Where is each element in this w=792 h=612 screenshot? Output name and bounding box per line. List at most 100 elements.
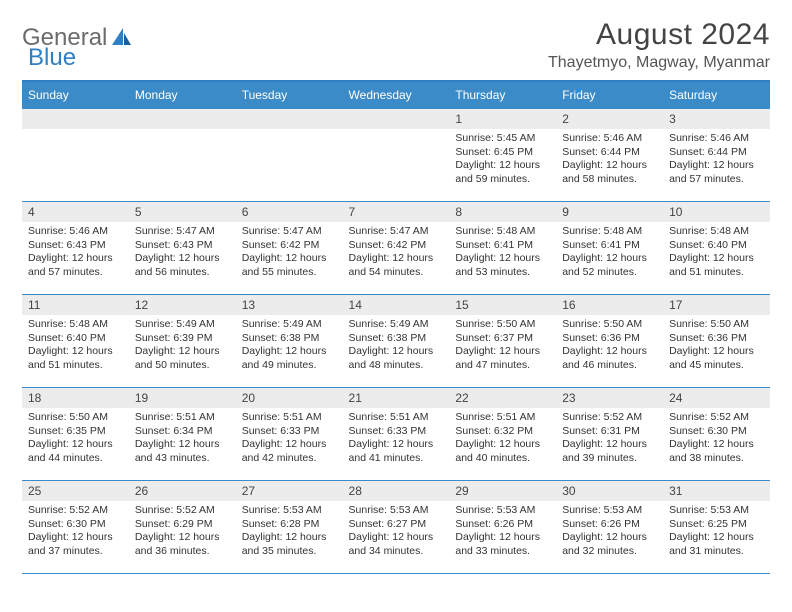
weekday-header: Monday [129,81,236,109]
day-details: Sunrise: 5:51 AMSunset: 6:33 PMDaylight:… [236,408,343,470]
day-number: 30 [556,481,663,501]
day-number: 21 [343,388,450,408]
calendar-cell: 15Sunrise: 5:50 AMSunset: 6:37 PMDayligh… [449,295,556,388]
calendar-cell: 13Sunrise: 5:49 AMSunset: 6:38 PMDayligh… [236,295,343,388]
day-number: 22 [449,388,556,408]
weekday-header: Wednesday [343,81,450,109]
day-number: 24 [663,388,770,408]
calendar-cell: 18Sunrise: 5:50 AMSunset: 6:35 PMDayligh… [22,388,129,481]
calendar-cell: 14Sunrise: 5:49 AMSunset: 6:38 PMDayligh… [343,295,450,388]
day-number: 16 [556,295,663,315]
day-details: Sunrise: 5:48 AMSunset: 6:40 PMDaylight:… [663,222,770,284]
day-details: Sunrise: 5:46 AMSunset: 6:43 PMDaylight:… [22,222,129,284]
calendar-row: 1Sunrise: 5:45 AMSunset: 6:45 PMDaylight… [22,109,770,202]
day-details: Sunrise: 5:49 AMSunset: 6:38 PMDaylight:… [236,315,343,377]
calendar-cell: 25Sunrise: 5:52 AMSunset: 6:30 PMDayligh… [22,481,129,574]
day-number: 28 [343,481,450,501]
logo-sail-icon [111,27,133,47]
day-number: 7 [343,202,450,222]
day-number: 26 [129,481,236,501]
weekday-header: Tuesday [236,81,343,109]
calendar-table: SundayMondayTuesdayWednesdayThursdayFrid… [22,80,770,574]
calendar-cell: 9Sunrise: 5:48 AMSunset: 6:41 PMDaylight… [556,202,663,295]
day-details: Sunrise: 5:48 AMSunset: 6:40 PMDaylight:… [22,315,129,377]
weekday-header: Friday [556,81,663,109]
day-number: 3 [663,109,770,129]
day-details: Sunrise: 5:46 AMSunset: 6:44 PMDaylight:… [663,129,770,191]
calendar-cell: 6Sunrise: 5:47 AMSunset: 6:42 PMDaylight… [236,202,343,295]
calendar-cell: 11Sunrise: 5:48 AMSunset: 6:40 PMDayligh… [22,295,129,388]
calendar-row: 11Sunrise: 5:48 AMSunset: 6:40 PMDayligh… [22,295,770,388]
day-number: 11 [22,295,129,315]
calendar-row: 18Sunrise: 5:50 AMSunset: 6:35 PMDayligh… [22,388,770,481]
calendar-cell: 20Sunrise: 5:51 AMSunset: 6:33 PMDayligh… [236,388,343,481]
day-details: Sunrise: 5:49 AMSunset: 6:39 PMDaylight:… [129,315,236,377]
day-details: Sunrise: 5:50 AMSunset: 6:36 PMDaylight:… [663,315,770,377]
calendar-cell: 8Sunrise: 5:48 AMSunset: 6:41 PMDaylight… [449,202,556,295]
day-number: 20 [236,388,343,408]
day-number: 6 [236,202,343,222]
day-number: 23 [556,388,663,408]
day-number-empty [22,109,129,129]
day-number: 5 [129,202,236,222]
calendar-cell: 30Sunrise: 5:53 AMSunset: 6:26 PMDayligh… [556,481,663,574]
day-details: Sunrise: 5:47 AMSunset: 6:43 PMDaylight:… [129,222,236,284]
day-number: 13 [236,295,343,315]
calendar-cell: 26Sunrise: 5:52 AMSunset: 6:29 PMDayligh… [129,481,236,574]
day-details: Sunrise: 5:51 AMSunset: 6:32 PMDaylight:… [449,408,556,470]
calendar-row: 4Sunrise: 5:46 AMSunset: 6:43 PMDaylight… [22,202,770,295]
calendar-cell: 22Sunrise: 5:51 AMSunset: 6:32 PMDayligh… [449,388,556,481]
day-details: Sunrise: 5:51 AMSunset: 6:33 PMDaylight:… [343,408,450,470]
calendar-row: 25Sunrise: 5:52 AMSunset: 6:30 PMDayligh… [22,481,770,574]
weekday-header: Thursday [449,81,556,109]
day-details: Sunrise: 5:48 AMSunset: 6:41 PMDaylight:… [449,222,556,284]
calendar-cell [236,109,343,202]
day-number: 27 [236,481,343,501]
calendar-cell: 1Sunrise: 5:45 AMSunset: 6:45 PMDaylight… [449,109,556,202]
calendar-body: 1Sunrise: 5:45 AMSunset: 6:45 PMDaylight… [22,109,770,574]
day-number: 17 [663,295,770,315]
calendar-cell [22,109,129,202]
day-number-empty [129,109,236,129]
day-details: Sunrise: 5:52 AMSunset: 6:30 PMDaylight:… [22,501,129,563]
day-details: Sunrise: 5:48 AMSunset: 6:41 PMDaylight:… [556,222,663,284]
calendar-cell: 21Sunrise: 5:51 AMSunset: 6:33 PMDayligh… [343,388,450,481]
day-details: Sunrise: 5:53 AMSunset: 6:26 PMDaylight:… [556,501,663,563]
day-number: 31 [663,481,770,501]
day-details: Sunrise: 5:50 AMSunset: 6:36 PMDaylight:… [556,315,663,377]
day-number: 12 [129,295,236,315]
calendar-cell: 23Sunrise: 5:52 AMSunset: 6:31 PMDayligh… [556,388,663,481]
day-number: 9 [556,202,663,222]
day-number-empty [236,109,343,129]
day-number-empty [343,109,450,129]
calendar-cell: 12Sunrise: 5:49 AMSunset: 6:39 PMDayligh… [129,295,236,388]
calendar-cell: 28Sunrise: 5:53 AMSunset: 6:27 PMDayligh… [343,481,450,574]
calendar-cell: 2Sunrise: 5:46 AMSunset: 6:44 PMDaylight… [556,109,663,202]
day-details: Sunrise: 5:53 AMSunset: 6:25 PMDaylight:… [663,501,770,563]
calendar-cell [343,109,450,202]
calendar-cell: 17Sunrise: 5:50 AMSunset: 6:36 PMDayligh… [663,295,770,388]
calendar-cell: 19Sunrise: 5:51 AMSunset: 6:34 PMDayligh… [129,388,236,481]
weekday-header: Saturday [663,81,770,109]
weekday-header-row: SundayMondayTuesdayWednesdayThursdayFrid… [22,81,770,109]
weekday-header: Sunday [22,81,129,109]
day-details: Sunrise: 5:46 AMSunset: 6:44 PMDaylight:… [556,129,663,191]
day-number: 2 [556,109,663,129]
day-details: Sunrise: 5:53 AMSunset: 6:27 PMDaylight:… [343,501,450,563]
calendar-cell [129,109,236,202]
day-details: Sunrise: 5:45 AMSunset: 6:45 PMDaylight:… [449,129,556,191]
day-details: Sunrise: 5:47 AMSunset: 6:42 PMDaylight:… [236,222,343,284]
day-details: Sunrise: 5:52 AMSunset: 6:31 PMDaylight:… [556,408,663,470]
location: Thayetmyo, Magway, Myanmar [548,54,770,72]
title-block: August 2024 Thayetmyo, Magway, Myanmar [548,18,770,72]
day-details: Sunrise: 5:51 AMSunset: 6:34 PMDaylight:… [129,408,236,470]
logo-text-blue: Blue [28,44,76,72]
day-number: 10 [663,202,770,222]
day-number: 15 [449,295,556,315]
calendar-cell: 31Sunrise: 5:53 AMSunset: 6:25 PMDayligh… [663,481,770,574]
day-details: Sunrise: 5:50 AMSunset: 6:35 PMDaylight:… [22,408,129,470]
day-number: 8 [449,202,556,222]
day-number: 29 [449,481,556,501]
day-number: 4 [22,202,129,222]
day-number: 19 [129,388,236,408]
